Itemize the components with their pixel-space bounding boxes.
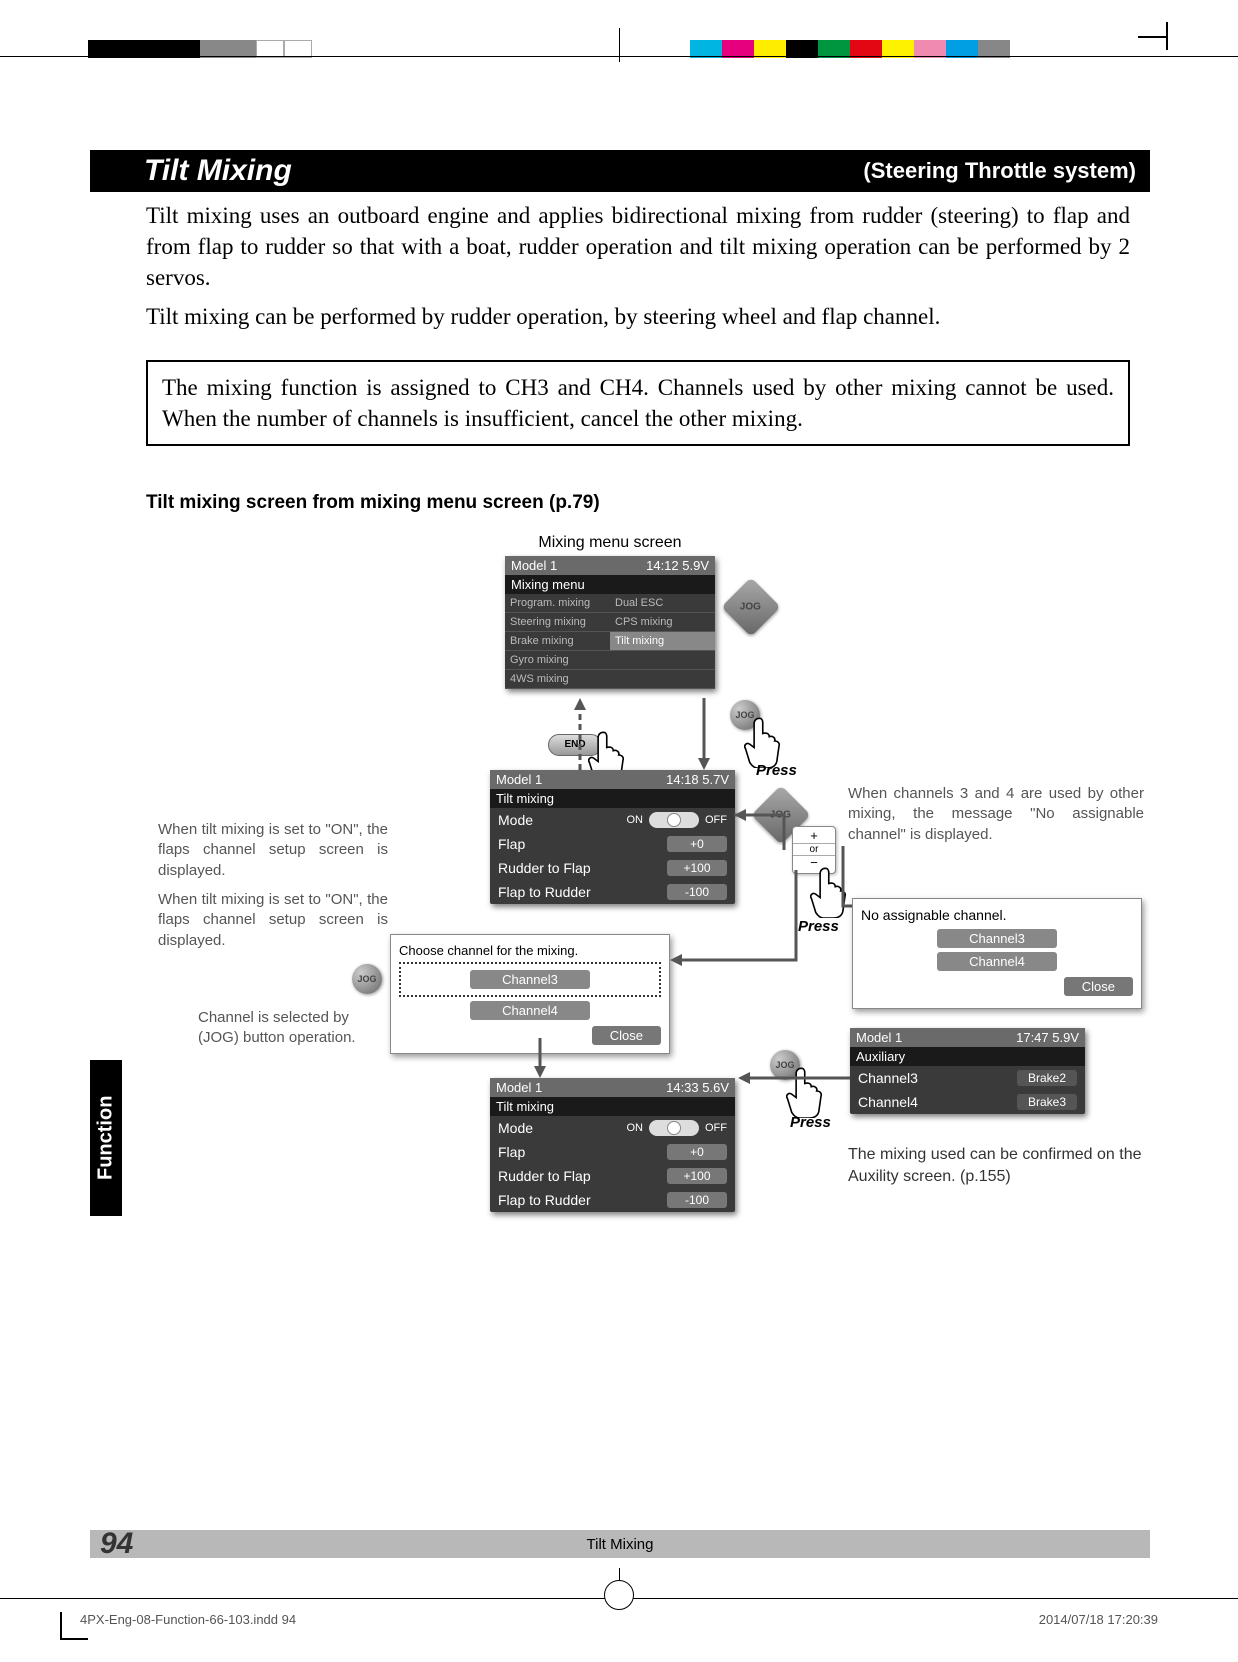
flow-diagram: Mixing menu screen Model 1 14:12 5.9V Mix… [90,530,1150,1380]
model-label: Model 1 [856,1030,902,1045]
popup-title: Choose channel for the mixing. [399,943,661,958]
annotation-jog: Channel is selected by (JOG) button oper… [198,1008,378,1049]
param-label: Rudder to Flap [498,860,591,876]
section-title: Tilt Mixing [98,154,292,188]
clock-battery: 14:12 5.9V [646,558,709,573]
aux-channel: Channel3 [858,1070,918,1086]
annotation-left-2: When tilt mixing is set to "ON", the fla… [158,890,388,951]
param-label: Flap to Rudder [498,884,591,900]
param-value[interactable]: +0 [667,1144,727,1160]
menu-item[interactable]: Tilt mixing [610,632,715,651]
param-value[interactable]: -100 [667,1192,727,1208]
auxiliary-screen: Model 1 17:47 5.9V Auxiliary Channel3 Brak… [850,1028,1085,1114]
footer-bar: Tilt Mixing [90,1530,1150,1558]
note-box: The mixing function is assigned to CH3 a… [146,360,1130,446]
param-value[interactable]: +100 [667,1168,727,1184]
screen-subtitle: Mixing menu [505,575,715,594]
menu-item[interactable]: Program. mixing [505,594,610,613]
screen-subtitle: Tilt mixing [490,1097,735,1116]
page-number: 94 [100,1527,133,1561]
screen-subtitle: Tilt mixing [490,789,735,808]
no-assignable-popup: No assignable channel. Channel3 Channel4… [852,898,1142,1009]
mixing-menu-screen: Model 1 14:12 5.9V Mixing menu Program. m… [505,556,715,689]
clock-battery: 14:33 5.6V [666,1080,729,1095]
mixing-menu-caption: Mixing menu screen [500,534,720,552]
intro-paragraph-2: Tilt mixing can be performed by rudder o… [90,293,1150,332]
close-button[interactable]: Close [1064,977,1133,996]
footer-title: Tilt Mixing [587,1536,654,1553]
channel4-button[interactable]: Channel4 [470,1001,590,1020]
menu-item[interactable] [610,651,715,670]
param-value[interactable]: +0 [667,836,727,852]
channel3-button[interactable]: Channel3 [470,970,590,989]
annotation-right-2: The mixing used can be confirmed on the … [848,1144,1148,1187]
choose-channel-popup: Choose channel for the mixing. Channel3 … [390,934,670,1054]
aux-assignment[interactable]: Brake2 [1017,1070,1077,1086]
menu-item[interactable]: 4WS mixing [505,670,610,689]
model-label: Model 1 [511,558,557,573]
mode-toggle[interactable] [649,1120,699,1136]
intro-paragraph-1: Tilt mixing uses an outboard engine and … [90,192,1150,293]
menu-item[interactable]: Dual ESC [610,594,715,613]
menu-item[interactable] [610,670,715,689]
hand-pointer-icon [744,714,788,768]
menu-item[interactable]: Steering mixing [505,613,610,632]
jog-ball-icon: JOG [352,964,382,994]
clock-battery: 17:47 5.9V [1016,1030,1079,1045]
press-label: Press [790,1114,831,1131]
model-label: Model 1 [496,1080,542,1095]
mode-toggle[interactable] [649,812,699,828]
section-tab: Function [90,1060,122,1216]
indd-filename: 4PX-Eng-08-Function-66-103.indd 94 [80,1612,296,1627]
annotation-left-1: When tilt mixing is set to "ON", the fla… [158,820,388,881]
annotation-right-1: When channels 3 and 4 are used by other … [848,784,1144,845]
registration-top [0,18,1238,58]
channel4-button[interactable]: Channel4 [937,952,1057,971]
aux-channel: Channel4 [858,1094,918,1110]
menu-item[interactable]: Brake mixing [505,632,610,651]
jog-button-icon: JOG [721,577,780,636]
section-subtitle: (Steering Throttle system) [863,158,1136,184]
param-label: Mode [498,1120,533,1136]
tilt-mixing-screen-2: Model 114:33 5.6V Tilt mixing ModeONOFFF… [490,1078,735,1212]
model-label: Model 1 [496,772,542,787]
channel3-button[interactable]: Channel3 [937,929,1057,948]
diagram-heading: Tilt mixing screen from mixing menu scre… [146,492,1150,514]
aux-assignment[interactable]: Brake3 [1017,1094,1077,1110]
param-label: Rudder to Flap [498,1168,591,1184]
param-label: Mode [498,812,533,828]
popup-title: No assignable channel. [861,907,1133,923]
menu-item[interactable]: CPS mixing [610,613,715,632]
registration-bottom: 4PX-Eng-08-Function-66-103.indd 94 2014/… [0,1598,1238,1642]
close-button[interactable]: Close [592,1026,661,1045]
section-title-bar: Tilt Mixing (Steering Throttle system) [90,150,1150,192]
indd-date: 2014/07/18 17:20:39 [1039,1612,1158,1627]
press-label: Press [756,762,797,779]
screen-subtitle: Auxiliary [850,1047,1085,1066]
param-label: Flap to Rudder [498,1192,591,1208]
param-label: Flap [498,1144,525,1160]
clock-battery: 14:18 5.7V [666,772,729,787]
menu-item[interactable]: Gyro mixing [505,651,610,670]
param-label: Flap [498,836,525,852]
